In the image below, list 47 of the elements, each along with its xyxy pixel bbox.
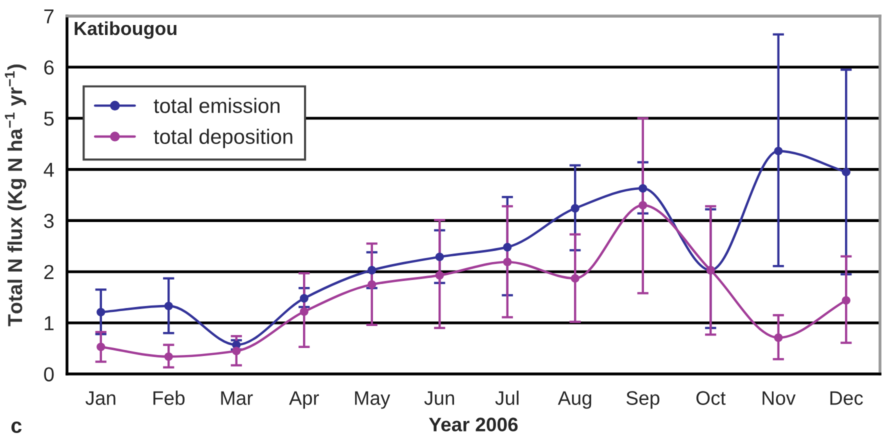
x-tick-label: Jun — [424, 391, 454, 405]
point — [300, 294, 308, 303]
x-tick-label: Mar — [221, 391, 253, 405]
point — [232, 346, 241, 356]
point — [96, 308, 106, 316]
x-tick-label: Jan — [86, 391, 116, 405]
legend-label: total emission — [154, 98, 280, 114]
legend-label: total deposition — [154, 128, 292, 148]
x-tick-label: Feb — [153, 390, 185, 405]
y-tick-label: 6 — [44, 60, 54, 75]
point — [638, 184, 648, 193]
point — [164, 302, 173, 310]
point — [774, 146, 783, 156]
point — [368, 266, 376, 274]
y-tick-label: 4 — [44, 162, 54, 177]
y-tick-label: 3 — [44, 214, 54, 228]
point — [774, 333, 783, 342]
point — [842, 168, 850, 176]
x-tick-label: Dec — [830, 391, 863, 405]
point — [570, 204, 580, 213]
point — [503, 258, 512, 266]
x-tick-label: Jul — [495, 390, 519, 405]
x-tick-label: Aug — [558, 391, 592, 409]
point — [96, 342, 106, 352]
point — [368, 280, 376, 289]
x-tick-label: Nov — [762, 391, 796, 405]
point — [842, 296, 850, 305]
point — [503, 242, 512, 252]
point — [164, 352, 173, 361]
point — [638, 200, 648, 210]
y-tick-label: 2 — [44, 264, 54, 280]
y-tick-label: 0 — [44, 367, 54, 382]
x-axis-title: Year 2006 — [428, 418, 518, 432]
x-tick-label: Sep — [626, 391, 660, 409]
x-tick-label: Apr — [289, 391, 319, 409]
point — [435, 252, 444, 262]
y-tick-label: 5 — [44, 112, 54, 126]
chart-title: Katibougou — [74, 21, 176, 39]
x-tick-label: May — [355, 391, 390, 409]
point — [435, 271, 444, 280]
x-tick-label: Oct — [696, 391, 726, 405]
point — [300, 307, 308, 316]
y-tick-label: 1 — [44, 316, 54, 330]
y-axis-title: Total N flux (Kg N ha$^{−1}$ yr$^{−1}$) — [4, 64, 26, 326]
y-tick-label: 7 — [44, 9, 54, 24]
text: c — [11, 422, 22, 433]
point — [570, 274, 580, 283]
